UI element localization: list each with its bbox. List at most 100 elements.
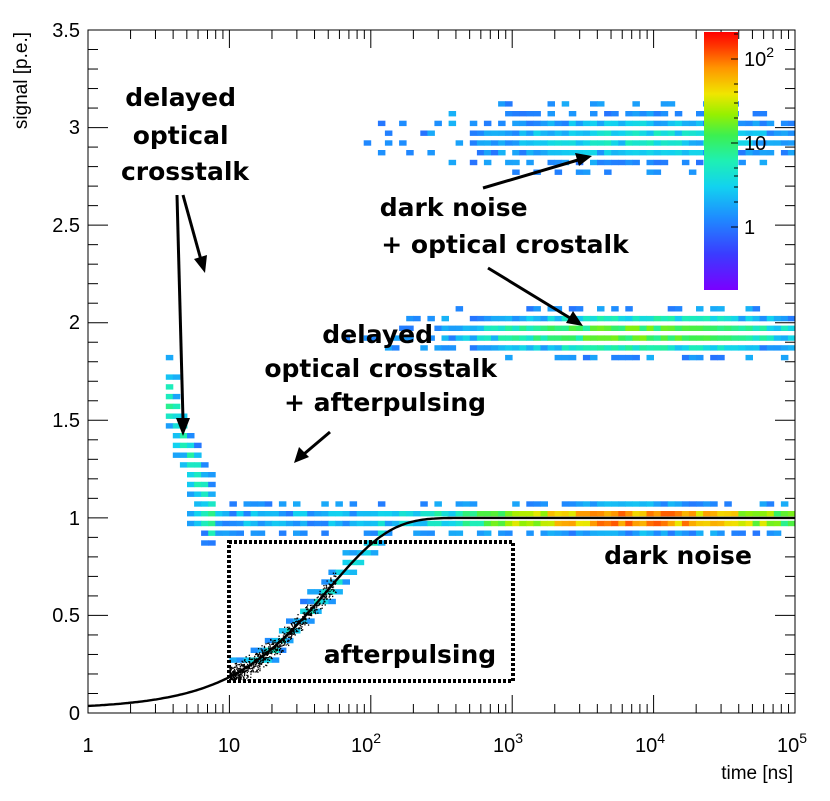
- scatter-point: [245, 661, 248, 664]
- scatter-point: [262, 656, 264, 659]
- heatmap-cell: [300, 598, 308, 605]
- scatter-point: [247, 676, 249, 678]
- heatmap-cell: [787, 315, 796, 322]
- scatter-point: [288, 634, 290, 636]
- heatmap-cell: [759, 335, 768, 341]
- heatmap-cell: [696, 501, 704, 507]
- scatter-point: [248, 667, 251, 670]
- heatmap-cell: [441, 325, 449, 331]
- heatmap-cell: [392, 520, 400, 527]
- scatter-point: [299, 627, 301, 629]
- heatmap-cell: [582, 354, 591, 361]
- heatmap-cell: [597, 325, 605, 331]
- heatmap-cell: [611, 111, 619, 117]
- heatmap-cell: [604, 325, 612, 331]
- heatmap-cell: [738, 530, 746, 536]
- scatter-point: [291, 624, 293, 626]
- heatmap-cell: [420, 501, 428, 507]
- scatter-point: [288, 627, 290, 629]
- heatmap-cell: [455, 306, 464, 312]
- heatmap-cell: [222, 520, 230, 527]
- heatmap-cell: [201, 491, 209, 497]
- scatter-point: [305, 619, 307, 621]
- heatmap-cell: [342, 579, 350, 585]
- scatter-point: [278, 638, 280, 640]
- scatter-point: [267, 653, 269, 655]
- heatmap-cell: [469, 520, 478, 527]
- heatmap-cell: [582, 530, 591, 536]
- heatmap-cell: [222, 530, 230, 536]
- heatmap-cell: [667, 150, 676, 156]
- scatter-point: [252, 669, 254, 671]
- heatmap-cell: [554, 530, 563, 536]
- scatter-point: [310, 614, 313, 617]
- scatter-point: [262, 661, 264, 663]
- heatmap-cell: [300, 530, 308, 536]
- heatmap-cell: [766, 345, 775, 351]
- scatter-point: [242, 664, 244, 666]
- heatmap-cell: [208, 540, 216, 546]
- heatmap-cell: [696, 120, 704, 127]
- scatter-point: [294, 634, 296, 636]
- heatmap-cell: [427, 520, 435, 527]
- heatmap-cell: [703, 335, 711, 341]
- scatter-point: [303, 622, 305, 624]
- scatter-point: [270, 656, 272, 658]
- heatmap-cell: [724, 511, 732, 517]
- heatmap-cell: [625, 140, 633, 146]
- heatmap-cell: [639, 150, 647, 156]
- heatmap-cell: [441, 511, 449, 517]
- heatmap-cell: [632, 101, 640, 107]
- heatmap-cell: [187, 511, 195, 517]
- colorbar-label-100: 102: [744, 44, 774, 71]
- heatmap-cell: [300, 511, 308, 517]
- heatmap-cell: [554, 140, 563, 146]
- scatter-point: [314, 611, 316, 613]
- heatmap-cell: [554, 159, 563, 166]
- heatmap-cell: [773, 335, 782, 341]
- scatter-point: [255, 662, 257, 664]
- heatmap-cell: [165, 374, 174, 380]
- heatmap-cell: [590, 101, 598, 107]
- heatmap-cell: [604, 315, 612, 322]
- heatmap-cell: [172, 433, 181, 439]
- heatmap-cell: [660, 345, 669, 351]
- heatmap-cell: [611, 354, 619, 361]
- heatmap-cell: [434, 520, 442, 527]
- heatmap-cell: [745, 315, 753, 322]
- heatmap-cell: [674, 150, 683, 156]
- heatmap-cell: [363, 540, 372, 546]
- scatter-point: [234, 675, 237, 678]
- scatter-point: [299, 623, 301, 625]
- heatmap-cell: [250, 511, 259, 517]
- heatmap-cell: [179, 462, 188, 468]
- heatmap-cell: [688, 335, 697, 341]
- scatter-point: [284, 626, 286, 628]
- scatter-point: [268, 652, 270, 654]
- scatter-point: [310, 614, 312, 616]
- heatmap-cell: [568, 501, 577, 507]
- heatmap-cell: [611, 150, 619, 156]
- scatter-point: [291, 632, 293, 635]
- scatter-point: [271, 651, 273, 653]
- heatmap-cell: [660, 325, 669, 331]
- heatmap-cell: [476, 520, 485, 527]
- heatmap-cell: [787, 150, 796, 156]
- heatmap-cell: [766, 520, 775, 527]
- heatmap-cell: [787, 140, 796, 146]
- heatmap-cell: [243, 501, 251, 507]
- heatmap-cell: [194, 481, 202, 488]
- heatmap-cell: [646, 159, 654, 166]
- heatmap-cell: [752, 315, 761, 322]
- scatter-point: [244, 659, 246, 661]
- heatmap-cell: [300, 618, 308, 624]
- heatmap-cell: [483, 325, 492, 331]
- heatmap-cell: [696, 159, 704, 166]
- heatmap-cell: [688, 150, 697, 156]
- scatter-point: [238, 663, 241, 666]
- heatmap-cell: [674, 511, 683, 517]
- heatmap-cell: [413, 511, 421, 517]
- scatter-point: [295, 621, 297, 623]
- scatter-point: [324, 601, 326, 603]
- heatmap-cell: [752, 130, 761, 136]
